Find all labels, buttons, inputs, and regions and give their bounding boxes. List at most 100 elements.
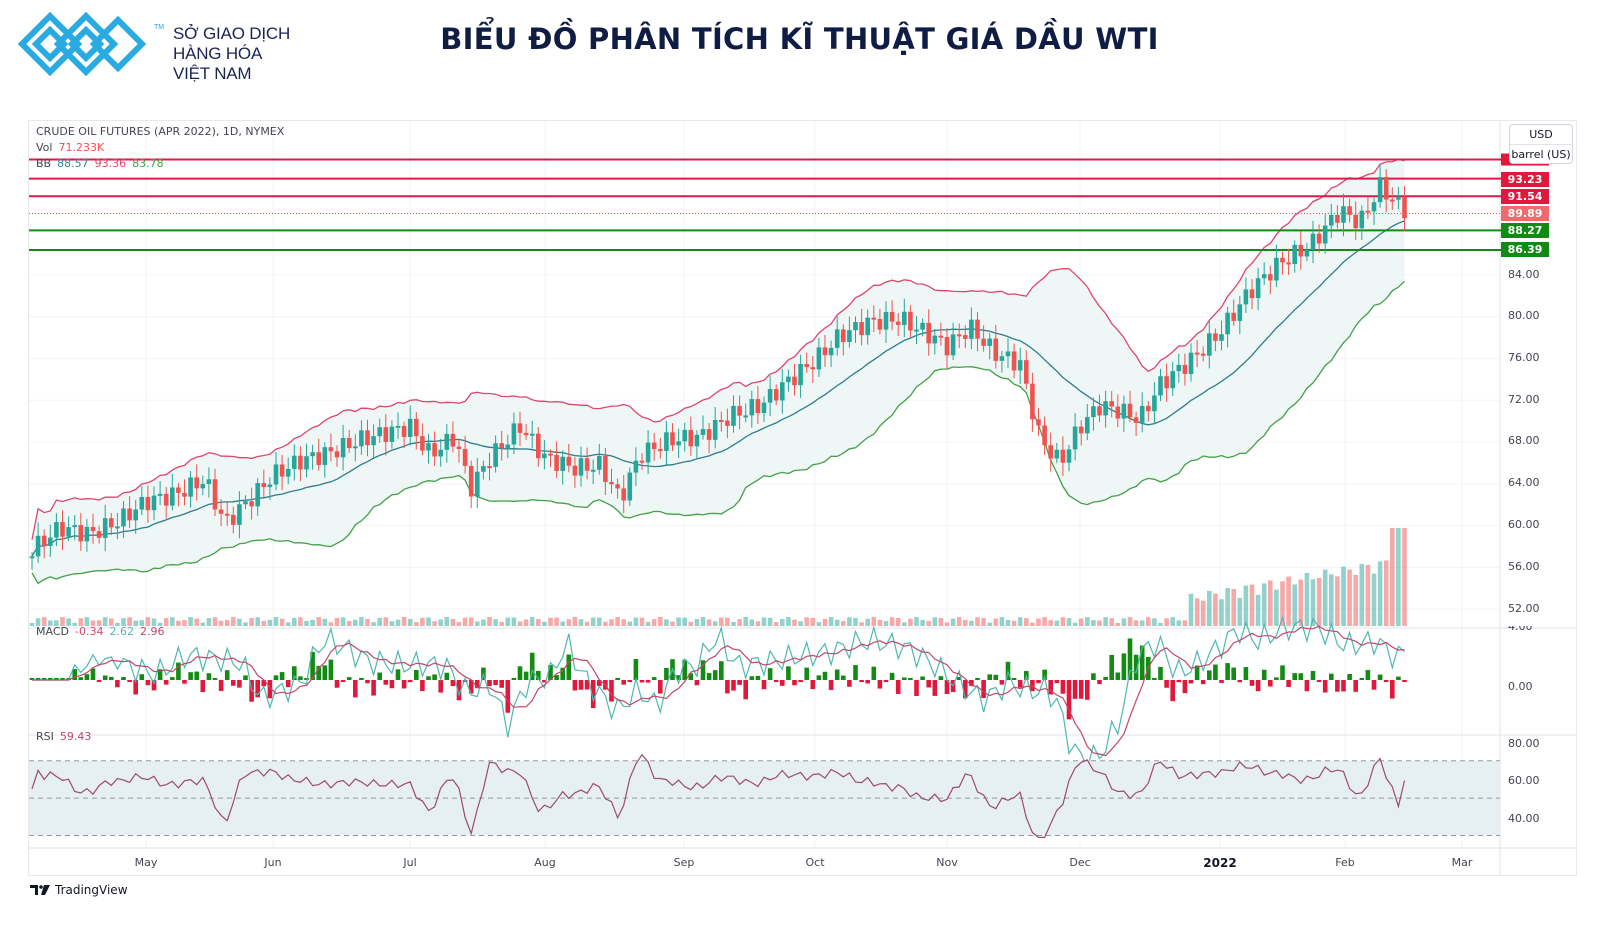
volume-legend: Vol 71.233K — [36, 141, 110, 154]
trademark: TM — [154, 24, 165, 31]
macd-histogram-bar — [310, 651, 315, 680]
price-tag-resistance-1: 93.23 — [1501, 172, 1549, 187]
time-label-jun: Jun — [264, 856, 282, 869]
candle-body — [1353, 214, 1358, 229]
macd-histogram-bar — [1310, 671, 1316, 680]
footer-brand[interactable]: TradingView — [30, 883, 128, 897]
price-tag-last: 89.89 — [1501, 206, 1549, 221]
vol-value: 71.233K — [58, 141, 105, 154]
candle-body — [1213, 333, 1218, 341]
volume-bar — [334, 617, 340, 626]
macd-histogram-bar — [1347, 673, 1352, 680]
macd-histogram-bar — [432, 674, 437, 680]
macd-histogram-bar — [828, 680, 834, 690]
macd-histogram-bar — [285, 680, 291, 688]
macd-label: MACD — [36, 625, 69, 638]
macd-histogram-bar — [920, 676, 925, 680]
volume-bar — [932, 617, 938, 626]
candle-body — [468, 465, 474, 497]
volume-bar — [1237, 597, 1243, 626]
candle-body — [523, 432, 529, 436]
volume-bar — [499, 621, 504, 626]
candle-body — [633, 460, 639, 473]
volume-bar — [529, 617, 535, 626]
volume-bar — [401, 617, 407, 626]
candle-body — [1078, 426, 1084, 434]
candle-body — [328, 447, 334, 452]
volume-bar — [615, 617, 620, 626]
macd-histogram-bar — [1054, 680, 1060, 684]
macd-histogram-bar — [304, 678, 309, 680]
volume-bar — [90, 620, 96, 626]
candle-body — [432, 443, 437, 457]
candle-body — [212, 479, 218, 510]
volume-bar — [395, 619, 401, 626]
logo-line-3: VIỆT NAM — [173, 64, 252, 83]
candle-body — [517, 423, 523, 433]
macd-histogram-bar — [353, 680, 358, 698]
rsi-label: RSI — [36, 730, 54, 743]
candle-body — [176, 487, 181, 493]
candle-body — [1072, 426, 1078, 450]
macd-histogram-bar — [780, 680, 785, 686]
macd-histogram-bar — [1072, 680, 1078, 699]
macd-histogram-bar — [1268, 680, 1273, 687]
macd-histogram-bar — [688, 673, 694, 680]
symbol-title[interactable]: CRUDE OIL FUTURES (APR 2022), 1D, NYMEX — [36, 125, 285, 138]
candle-body — [725, 420, 730, 426]
macd-histogram-bar — [1097, 680, 1102, 685]
volume-bar — [1207, 590, 1212, 626]
macd-histogram-bar — [292, 666, 297, 680]
macd-histogram-bar — [365, 680, 370, 684]
candle-body — [1329, 214, 1334, 226]
candle-body — [475, 471, 480, 497]
macd-histogram-bar — [1377, 674, 1383, 680]
macd-histogram-bar — [517, 666, 523, 680]
volume-bar — [877, 619, 883, 626]
bb-lower-line — [31, 280, 1405, 585]
candle-body — [1054, 449, 1060, 459]
candle-body — [658, 449, 663, 452]
candle-body — [664, 432, 669, 451]
macd-histogram-bar — [41, 678, 47, 680]
macd-histogram-bar — [224, 670, 230, 680]
candle-body — [365, 430, 370, 446]
macd-histogram-bar — [395, 669, 401, 680]
candle-body — [1298, 244, 1304, 257]
volume-bar — [493, 619, 498, 626]
volume-bar — [487, 617, 492, 626]
candle-body — [1261, 274, 1267, 279]
candle-body — [822, 347, 828, 356]
volume-bar — [1365, 564, 1371, 626]
candle-body — [920, 322, 925, 330]
candle-body — [499, 443, 504, 449]
candle-body — [237, 504, 242, 525]
time-label-jul: Jul — [403, 856, 417, 869]
volume-bar — [298, 617, 303, 626]
unit-selector[interactable]: USD barrel (US) — [1509, 124, 1573, 164]
volume-bar — [237, 618, 242, 626]
macd-histogram-bar — [383, 680, 389, 685]
volume-bar — [389, 621, 395, 626]
volume-bar — [1139, 620, 1145, 626]
candle-body — [487, 466, 492, 469]
volume-bar — [322, 618, 328, 626]
candle-body — [883, 311, 889, 330]
macd-histogram-bar — [944, 680, 950, 695]
vol-label: Vol — [36, 141, 53, 154]
candle-body — [481, 466, 486, 472]
candle-body — [1127, 403, 1133, 418]
candle-body — [554, 454, 559, 472]
macd-histogram-bar — [1060, 680, 1066, 694]
candle-body — [377, 427, 382, 437]
macd-histogram-bar — [255, 680, 260, 698]
macd-histogram-bar — [743, 680, 748, 700]
candle-body — [1286, 262, 1291, 265]
macd-histogram-bar — [1225, 663, 1230, 680]
candle-body — [1396, 196, 1401, 200]
rsi-axis-60: 60.00 — [1508, 774, 1540, 787]
volume-bar — [1304, 573, 1310, 626]
volume-bar — [1383, 560, 1389, 626]
macd-histogram-bar — [1383, 680, 1389, 682]
